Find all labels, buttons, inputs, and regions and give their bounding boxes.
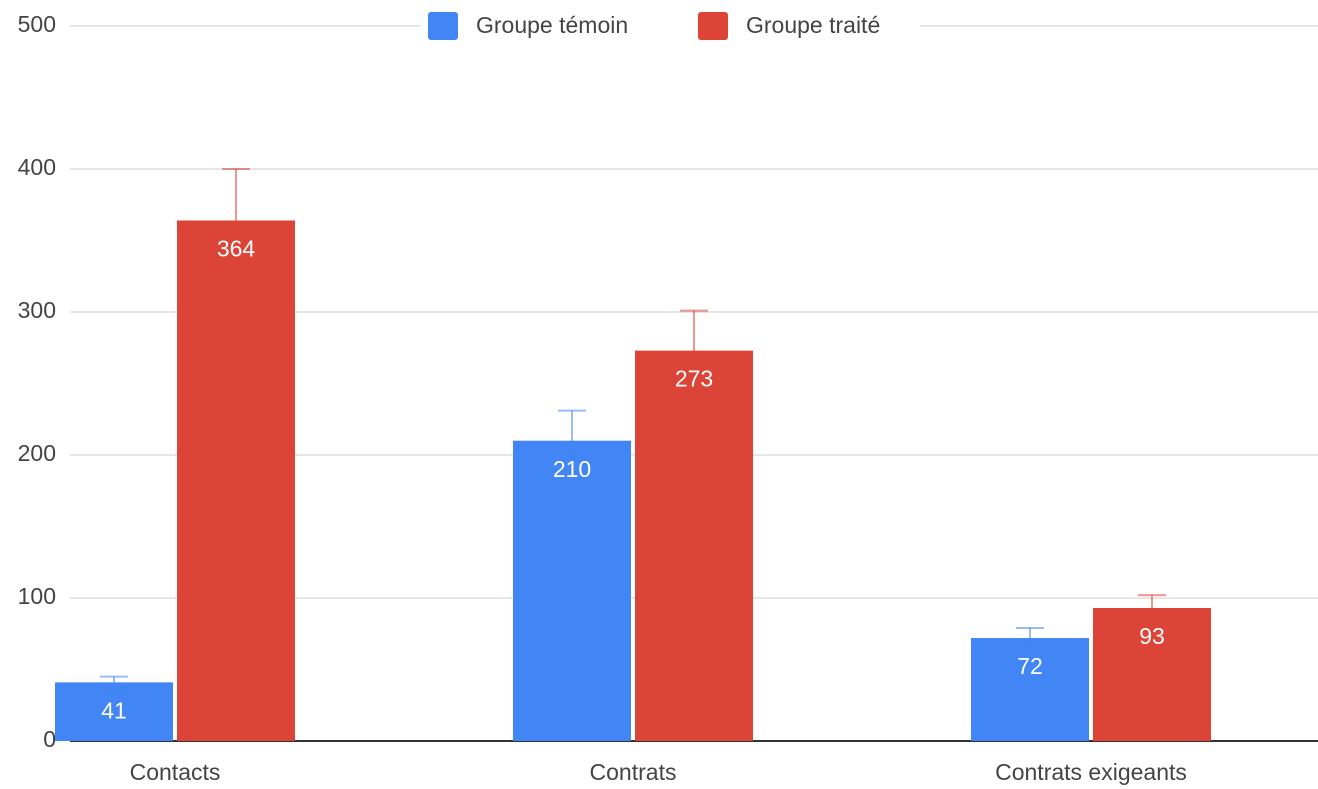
value-label: 364 <box>217 236 256 262</box>
bar <box>55 682 173 741</box>
bar <box>513 440 631 741</box>
value-label: 93 <box>1139 623 1165 649</box>
bar <box>635 350 753 741</box>
bar <box>971 638 1089 741</box>
x-tick-label: Contrats <box>590 759 677 785</box>
legend-swatch <box>698 12 728 40</box>
x-tick-label: Contacts <box>130 759 221 785</box>
bar <box>1093 608 1211 741</box>
value-label: 72 <box>1017 653 1043 679</box>
legend-label: Groupe témoin <box>476 12 628 38</box>
legend-label: Groupe traité <box>746 12 880 38</box>
legend-swatch <box>428 12 458 40</box>
bar <box>177 220 295 742</box>
y-tick-label: 500 <box>18 11 56 37</box>
value-label: 41 <box>101 697 127 723</box>
value-label: 273 <box>675 366 713 392</box>
y-tick-label: 0 <box>43 726 56 752</box>
x-tick-label: Contrats exigeants <box>995 759 1187 785</box>
y-tick-label: 100 <box>18 583 56 609</box>
y-tick-label: 400 <box>18 154 56 180</box>
legend-bg <box>420 8 920 44</box>
y-tick-label: 300 <box>18 297 56 323</box>
value-label: 210 <box>553 456 591 482</box>
y-tick-label: 200 <box>18 440 56 466</box>
